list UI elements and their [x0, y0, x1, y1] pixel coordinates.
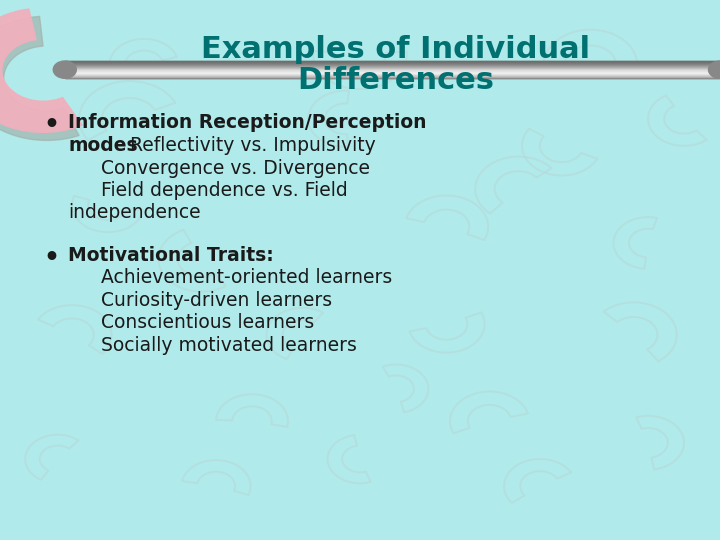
Text: Curiosity-driven learners: Curiosity-driven learners [101, 291, 332, 310]
Text: Reflectivity vs. Impulsivity: Reflectivity vs. Impulsivity [130, 136, 375, 155]
Text: Socially motivated learners: Socially motivated learners [101, 335, 356, 355]
Text: •: • [43, 113, 59, 137]
Text: independence: independence [68, 203, 201, 222]
Text: Differences: Differences [297, 66, 495, 95]
Text: Information Reception/Perception: Information Reception/Perception [68, 113, 427, 132]
Polygon shape [0, 9, 82, 132]
Text: Convergence vs. Divergence: Convergence vs. Divergence [101, 159, 370, 178]
Text: Examples of Individual: Examples of Individual [202, 35, 590, 64]
Circle shape [708, 61, 720, 78]
Polygon shape [0, 16, 79, 140]
Text: Field dependence vs. Field: Field dependence vs. Field [101, 181, 348, 200]
Text: Motivational Traits:: Motivational Traits: [68, 246, 274, 265]
Text: modes: modes [68, 136, 138, 155]
Circle shape [53, 61, 76, 78]
Text: Achievement-oriented learners: Achievement-oriented learners [101, 268, 392, 287]
Text: •: • [43, 246, 59, 269]
Text: Conscientious learners: Conscientious learners [101, 313, 314, 332]
